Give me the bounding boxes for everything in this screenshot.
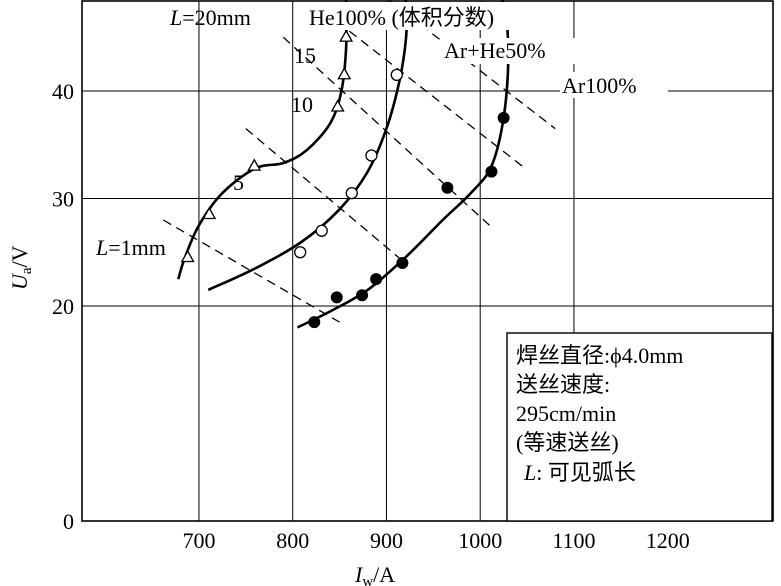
data-point bbox=[390, 68, 403, 82]
data-point bbox=[339, 29, 354, 42]
x-axis-label: Iw/A bbox=[354, 562, 395, 586]
x-tick-label: 1200 bbox=[646, 528, 690, 553]
info-line-feed-speed-value: 295cm/min bbox=[516, 401, 616, 426]
series-markers bbox=[180, 29, 510, 329]
info-line-arc-length: L: 可见弧长 bbox=[523, 460, 636, 485]
label-l15: 15 bbox=[294, 43, 316, 68]
x-axis-main: I bbox=[354, 562, 364, 586]
data-point bbox=[497, 111, 510, 124]
y-axis-label: Ua/V bbox=[7, 245, 35, 290]
x-tick-labels: 700 800 900 1000 1100 1200 bbox=[182, 528, 689, 553]
x-tick-label: 700 bbox=[182, 528, 215, 553]
data-point bbox=[294, 246, 307, 259]
data-point bbox=[441, 181, 454, 194]
y-tick-label: 30 bbox=[52, 187, 74, 212]
label-l5: 5 bbox=[233, 170, 244, 195]
x-tick-label: 1100 bbox=[552, 528, 595, 553]
data-point bbox=[356, 289, 369, 302]
label-l10: 10 bbox=[291, 92, 313, 117]
y-axis-unit: /V bbox=[7, 245, 32, 267]
info-line-feed-speed-label: 送丝速度: bbox=[516, 372, 610, 397]
label-l20: L=20mm bbox=[169, 5, 251, 30]
series-curve bbox=[177, 0, 348, 280]
data-point bbox=[180, 249, 195, 263]
y-axis-sub: a bbox=[19, 267, 35, 274]
plot-frame bbox=[81, 0, 774, 522]
arhe-label-backdrop bbox=[440, 38, 584, 64]
data-point bbox=[330, 291, 343, 304]
data-point bbox=[345, 186, 358, 200]
data-point bbox=[315, 224, 328, 237]
data-point bbox=[330, 99, 345, 112]
y-tick-label: 0 bbox=[63, 509, 74, 534]
label-l1: L=1mm bbox=[95, 235, 166, 260]
y-axis-main: U bbox=[7, 272, 32, 290]
label-he100: He100% (体积分数) bbox=[309, 5, 494, 30]
x-axis-unit: /A bbox=[373, 562, 395, 586]
x-axis-sub: w bbox=[362, 574, 373, 586]
data-point bbox=[337, 67, 352, 80]
data-point bbox=[396, 257, 409, 269]
dashed-line bbox=[245, 128, 406, 264]
y-tick-label: 40 bbox=[52, 79, 74, 104]
x-tick-label: 900 bbox=[370, 528, 403, 553]
data-point bbox=[308, 316, 321, 329]
data-point bbox=[365, 149, 378, 162]
info-line-wire-diameter: 焊丝直径:ϕ4.0mm bbox=[516, 343, 683, 368]
label-ar-he50: Ar+He50% bbox=[444, 38, 546, 63]
y-tick-labels: 020304050 bbox=[52, 79, 74, 534]
data-point bbox=[247, 158, 262, 171]
info-box bbox=[506, 332, 773, 522]
y-tick-label: 20 bbox=[52, 294, 74, 319]
label-ar100: Ar100% bbox=[562, 73, 637, 98]
data-point bbox=[202, 206, 217, 220]
x-tick-label: 1000 bbox=[458, 528, 502, 553]
annotation-backdrop bbox=[300, 2, 572, 30]
info-line-constant-feed: (等速送丝) bbox=[516, 430, 619, 455]
data-point bbox=[370, 273, 383, 286]
x-tick-label: 800 bbox=[276, 528, 309, 553]
data-point bbox=[485, 165, 498, 178]
ar-label-backdrop bbox=[560, 72, 668, 98]
dashed-line bbox=[387, 0, 556, 130]
